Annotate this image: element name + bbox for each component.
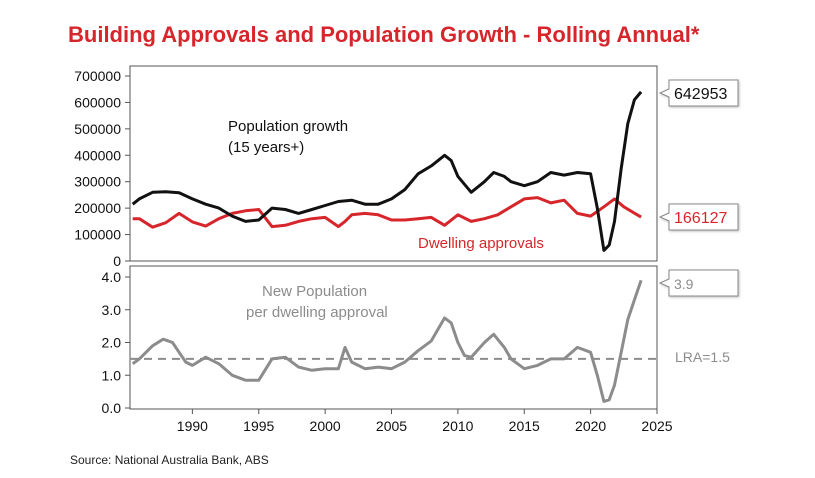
chart-title: Building Approvals and Population Growth… xyxy=(68,22,700,47)
x-axis: 1990 1995 2000 2005 2010 2015 2020 2025 xyxy=(177,409,673,434)
x-tick-label-3: 2005 xyxy=(376,418,407,434)
bottom-y-tick-label-0: 0.0 xyxy=(102,400,122,416)
x-tick-label-6: 2020 xyxy=(575,418,606,434)
ratio-end-callout xyxy=(658,269,739,297)
top-panel-frame xyxy=(129,65,658,262)
dwelling-end-label: 166127 xyxy=(674,210,727,227)
population-sublabel: (15 years+) xyxy=(228,139,304,156)
top-y-tick-label-5: 500000 xyxy=(74,121,121,137)
bottom-y-tick-label-4: 4.0 xyxy=(102,269,122,285)
bottom-y-axis: 0.0 1.0 2.0 3.0 4.0 xyxy=(102,269,130,416)
top-y-tick-label-6: 600000 xyxy=(74,94,121,110)
top-y-tick-label-7: 700000 xyxy=(74,68,121,84)
bottom-y-tick-label-2: 2.0 xyxy=(102,335,122,351)
x-tick-label-7: 2025 xyxy=(641,418,672,434)
x-tick-label-2: 2000 xyxy=(310,418,341,434)
ratio-line xyxy=(131,279,643,403)
ratio-end-label: 3.9 xyxy=(674,276,694,292)
bottom-y-tick-label-1: 1.0 xyxy=(102,367,122,383)
population-growth-line xyxy=(131,90,643,252)
x-tick-label-4: 2010 xyxy=(442,418,473,434)
dwelling-end-callout xyxy=(658,203,739,231)
top-y-axis: 0 100000 200000 300000 400000 500000 600000 700… xyxy=(74,68,130,269)
top-y-tick-label-1: 100000 xyxy=(74,227,121,243)
x-tick-label-0: 1990 xyxy=(177,418,208,434)
population-end-label: 642953 xyxy=(674,86,727,103)
top-y-tick-label-3: 300000 xyxy=(74,174,121,190)
x-tick-label-1: 1995 xyxy=(243,418,274,434)
population-label: Population growth xyxy=(228,118,348,135)
ratio-label-line1: New Population xyxy=(262,283,367,300)
bottom-panel-frame xyxy=(129,265,658,410)
top-y-tick-label-4: 400000 xyxy=(74,147,121,163)
source-note: Source: National Australia Bank, ABS xyxy=(70,453,269,467)
x-tick-label-5: 2015 xyxy=(509,418,540,434)
population-end-callout xyxy=(658,79,739,107)
bottom-y-tick-label-3: 3.0 xyxy=(102,302,122,318)
dwelling-approvals-line xyxy=(132,196,642,229)
dwelling-label: Dwelling approvals xyxy=(418,235,544,252)
top-y-tick-label-2: 200000 xyxy=(74,200,121,216)
lra-label: LRA=1.5 xyxy=(675,349,730,365)
ratio-label-line2: per dwelling approval xyxy=(246,304,388,321)
top-y-tick-label-0: 0 xyxy=(113,253,121,269)
